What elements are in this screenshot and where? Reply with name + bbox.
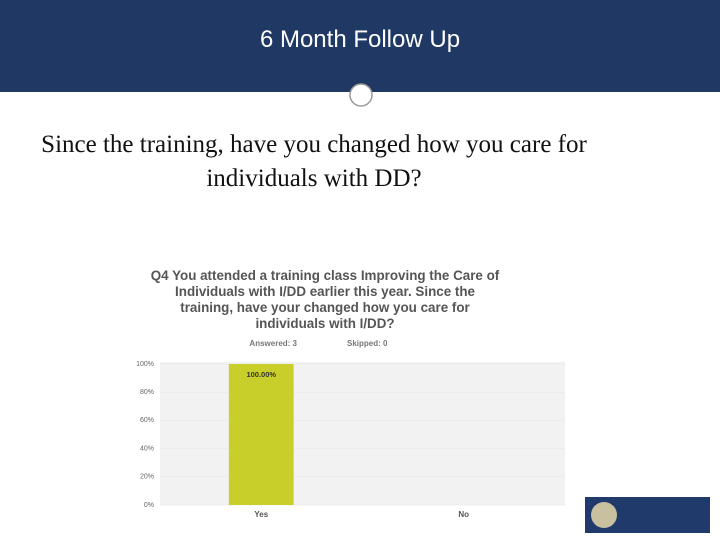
y-tick-label: 80% — [140, 389, 154, 396]
divider-circle — [349, 83, 373, 107]
plot-area — [160, 362, 565, 505]
x-tick-label: Yes — [254, 510, 268, 519]
x-tick-label: No — [458, 510, 469, 519]
header-bar — [0, 0, 720, 92]
chart-title: Q4 You attended a training class Improvi… — [150, 268, 500, 331]
bar — [228, 364, 294, 505]
value-label: 100.00% — [246, 370, 276, 379]
slide-title: 6 Month Follow Up — [259, 26, 461, 53]
question: Since the training, have you changed how… — [41, 131, 587, 192]
y-tick-label: 60% — [140, 417, 154, 424]
y-tick-label: 20% — [140, 474, 154, 481]
logo-seal — [591, 502, 617, 528]
skipped: Skipped: 0 — [347, 339, 388, 348]
y-tick-label: 100% — [136, 361, 154, 368]
y-tick-label: 0% — [144, 502, 154, 509]
answered: Answered: 3 — [249, 339, 297, 348]
y-tick-label: 40% — [140, 445, 154, 452]
